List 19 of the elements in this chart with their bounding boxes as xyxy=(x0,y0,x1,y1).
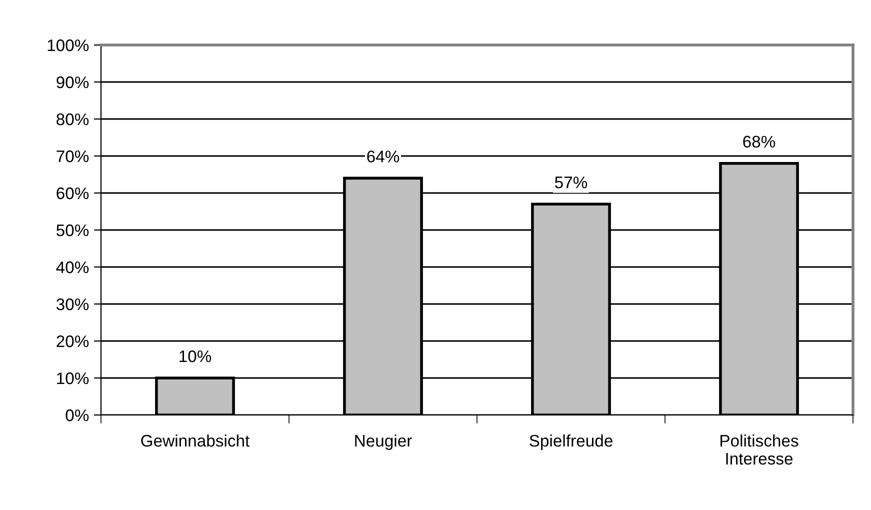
y-tick-label: 100% xyxy=(48,39,89,52)
y-tick-label: 60% xyxy=(56,187,89,200)
x-tick-label: Gewinnabsicht xyxy=(141,434,250,447)
x-tick-label: Neugier xyxy=(355,434,412,450)
data-label: 10% xyxy=(180,350,212,362)
y-tick-label: 90% xyxy=(56,76,89,88)
x-tick-label: Spielfreude xyxy=(530,434,612,450)
y-tick-label: 50% xyxy=(56,224,89,236)
y-tick-label: 40% xyxy=(56,261,89,274)
y-tick-label: 10% xyxy=(57,372,89,384)
y-tick-label: 30% xyxy=(56,298,89,310)
data-label: 68% xyxy=(743,136,776,148)
y-tick-label: 0% xyxy=(66,409,89,422)
data-label: 57% xyxy=(554,176,588,188)
y-tick-label: 80% xyxy=(56,113,89,126)
x-tick-label: Politisches Interesse xyxy=(720,434,798,465)
y-tick-label: 70% xyxy=(56,150,89,162)
y-tick-label: 20% xyxy=(56,335,89,348)
data-label: 64% xyxy=(367,150,400,162)
